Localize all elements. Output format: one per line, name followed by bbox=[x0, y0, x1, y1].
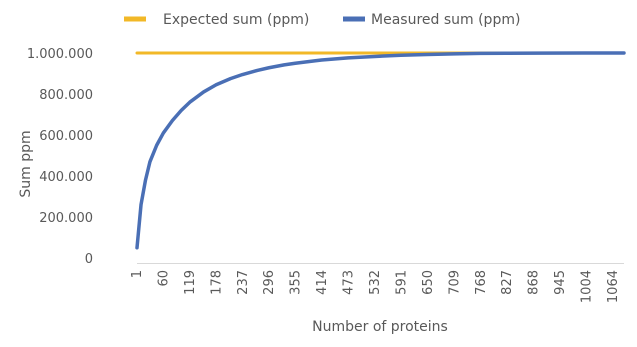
x-tick-label: 768 bbox=[474, 270, 489, 295]
x-tick-label: 709 bbox=[447, 270, 462, 295]
x-tick-label: 60 bbox=[156, 270, 171, 287]
legend-label-measured: Measured sum (ppm) bbox=[371, 12, 520, 28]
legend-label-expected: Expected sum (ppm) bbox=[163, 12, 309, 28]
x-tick-label: 1064 bbox=[606, 270, 621, 303]
x-axis-title: Number of proteins bbox=[312, 319, 448, 335]
x-tick-label: 414 bbox=[315, 270, 330, 295]
x-tick-label: 473 bbox=[342, 270, 357, 295]
y-axis-title: Sum ppm bbox=[18, 130, 34, 197]
y-tick-label: 600.000 bbox=[39, 129, 93, 144]
x-tick-label: 827 bbox=[500, 270, 515, 295]
y-tick-label: 0 bbox=[85, 252, 93, 267]
y-tick-label: 200.000 bbox=[39, 211, 93, 226]
x-axis-ticks: 1 60 119 178 237 296 355 414 473 532 591 650 709 768 8… bbox=[130, 270, 621, 303]
x-tick-label: 119 bbox=[183, 270, 198, 295]
y-tick-label: 400.000 bbox=[39, 170, 93, 185]
y-tick-label: 800.000 bbox=[39, 88, 93, 103]
y-axis-ticks: 0 200.000 400.000 600.000 800.000 1.000.000 bbox=[27, 47, 93, 267]
x-tick-label: 237 bbox=[236, 270, 251, 295]
x-tick-label: 868 bbox=[527, 270, 542, 295]
x-tick-label: 1004 bbox=[580, 270, 595, 303]
x-tick-label: 1 bbox=[130, 270, 145, 278]
x-tick-label: 650 bbox=[421, 270, 436, 295]
x-tick-label: 591 bbox=[394, 270, 409, 295]
x-tick-label: 532 bbox=[368, 270, 383, 295]
series-lines bbox=[135, 51, 626, 250]
x-tick-label: 355 bbox=[289, 270, 304, 295]
x-tick-label: 945 bbox=[553, 270, 568, 295]
x-tick-label: 296 bbox=[262, 270, 277, 295]
series-line-measured bbox=[135, 51, 626, 250]
legend: Expected sum (ppm) Measured sum (ppm) bbox=[124, 12, 520, 28]
x-tick-label: 178 bbox=[209, 270, 224, 295]
y-tick-label: 1.000.000 bbox=[27, 47, 93, 62]
